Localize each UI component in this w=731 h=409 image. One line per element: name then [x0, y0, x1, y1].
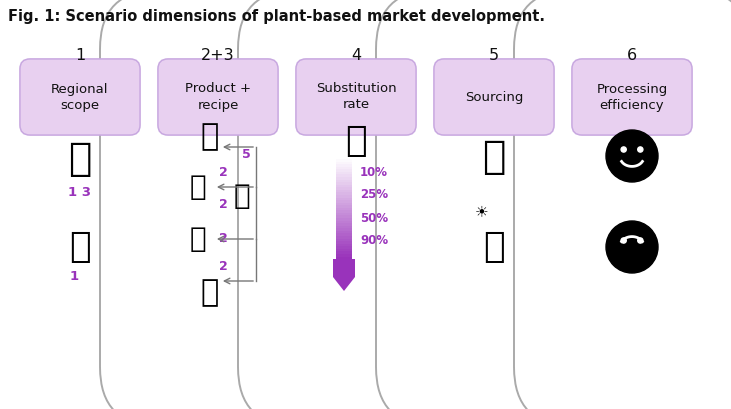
Bar: [336, 172, 352, 175]
Bar: [336, 252, 352, 255]
Text: Sourcing: Sourcing: [465, 90, 523, 103]
Text: 2: 2: [219, 198, 227, 211]
Text: 1: 1: [75, 49, 85, 63]
Text: Product +
recipe: Product + recipe: [185, 83, 251, 112]
Text: Substitution
rate: Substitution rate: [316, 83, 396, 112]
Text: 🔍: 🔍: [69, 230, 91, 264]
Bar: [336, 200, 352, 204]
Text: 2: 2: [219, 166, 227, 180]
Text: 🍼: 🍼: [189, 173, 206, 201]
Bar: [336, 241, 352, 245]
Bar: [336, 205, 352, 209]
Text: 90%: 90%: [360, 234, 388, 247]
Text: Regional
scope: Regional scope: [51, 83, 109, 112]
Bar: [336, 157, 352, 160]
Bar: [336, 182, 352, 186]
Text: 5: 5: [242, 148, 251, 160]
Text: 🚢: 🚢: [482, 138, 506, 176]
FancyBboxPatch shape: [158, 59, 278, 135]
Bar: [336, 226, 352, 229]
Bar: [336, 256, 352, 260]
FancyBboxPatch shape: [100, 0, 336, 409]
Circle shape: [606, 221, 658, 273]
Text: Fig. 1: Scenario dimensions of plant-based market development.: Fig. 1: Scenario dimensions of plant-bas…: [8, 9, 545, 24]
Text: 1 3: 1 3: [69, 186, 91, 198]
FancyBboxPatch shape: [572, 59, 692, 135]
Bar: [336, 208, 352, 211]
Bar: [336, 159, 352, 162]
FancyBboxPatch shape: [0, 0, 198, 409]
Text: 2: 2: [219, 232, 227, 245]
Bar: [336, 216, 352, 219]
Bar: [336, 187, 352, 191]
FancyBboxPatch shape: [296, 59, 416, 135]
Text: 5: 5: [489, 49, 499, 63]
Text: 🐄: 🐄: [201, 123, 219, 151]
Circle shape: [621, 147, 626, 152]
FancyBboxPatch shape: [376, 0, 612, 409]
Text: Processing
efficiency: Processing efficiency: [596, 83, 667, 112]
Bar: [336, 244, 352, 247]
Text: 4: 4: [351, 49, 361, 63]
Circle shape: [637, 147, 643, 152]
Text: 25%: 25%: [360, 189, 388, 202]
Bar: [336, 177, 352, 180]
Bar: [336, 228, 352, 232]
Text: 1: 1: [69, 270, 78, 283]
Bar: [336, 167, 352, 170]
Bar: [336, 202, 352, 206]
Bar: [336, 236, 352, 240]
Bar: [336, 220, 352, 224]
Bar: [336, 185, 352, 188]
Bar: [336, 198, 352, 201]
Text: 🥤: 🥤: [345, 124, 367, 158]
Bar: [336, 213, 352, 216]
Text: 🐓: 🐓: [189, 225, 206, 253]
Text: 50%: 50%: [360, 211, 388, 225]
FancyBboxPatch shape: [238, 0, 474, 409]
Circle shape: [606, 130, 658, 182]
Text: 🏘: 🏘: [483, 230, 505, 264]
Bar: [336, 175, 352, 178]
FancyBboxPatch shape: [434, 59, 554, 135]
Bar: [336, 246, 352, 250]
Bar: [336, 164, 352, 168]
Bar: [336, 169, 352, 173]
Text: 🌱: 🌱: [234, 182, 250, 210]
Bar: [336, 180, 352, 183]
Bar: [336, 234, 352, 237]
Bar: [336, 162, 352, 165]
Text: 🐖: 🐖: [201, 279, 219, 308]
Text: 10%: 10%: [360, 166, 388, 178]
Bar: [336, 223, 352, 227]
Bar: [336, 192, 352, 196]
Circle shape: [637, 238, 643, 243]
FancyBboxPatch shape: [514, 0, 731, 409]
Text: 2: 2: [219, 259, 227, 272]
Bar: [336, 190, 352, 193]
FancyArrow shape: [333, 259, 355, 291]
Circle shape: [621, 238, 626, 243]
Text: ☀: ☀: [475, 204, 489, 220]
Text: 2+3: 2+3: [201, 49, 235, 63]
Bar: [336, 195, 352, 198]
Text: 6: 6: [627, 49, 637, 63]
Bar: [336, 249, 352, 252]
Bar: [336, 218, 352, 222]
Bar: [336, 210, 352, 214]
Bar: [336, 254, 352, 257]
FancyBboxPatch shape: [20, 59, 140, 135]
Bar: [336, 238, 352, 242]
Text: 🌍: 🌍: [68, 140, 91, 178]
Bar: [336, 231, 352, 234]
